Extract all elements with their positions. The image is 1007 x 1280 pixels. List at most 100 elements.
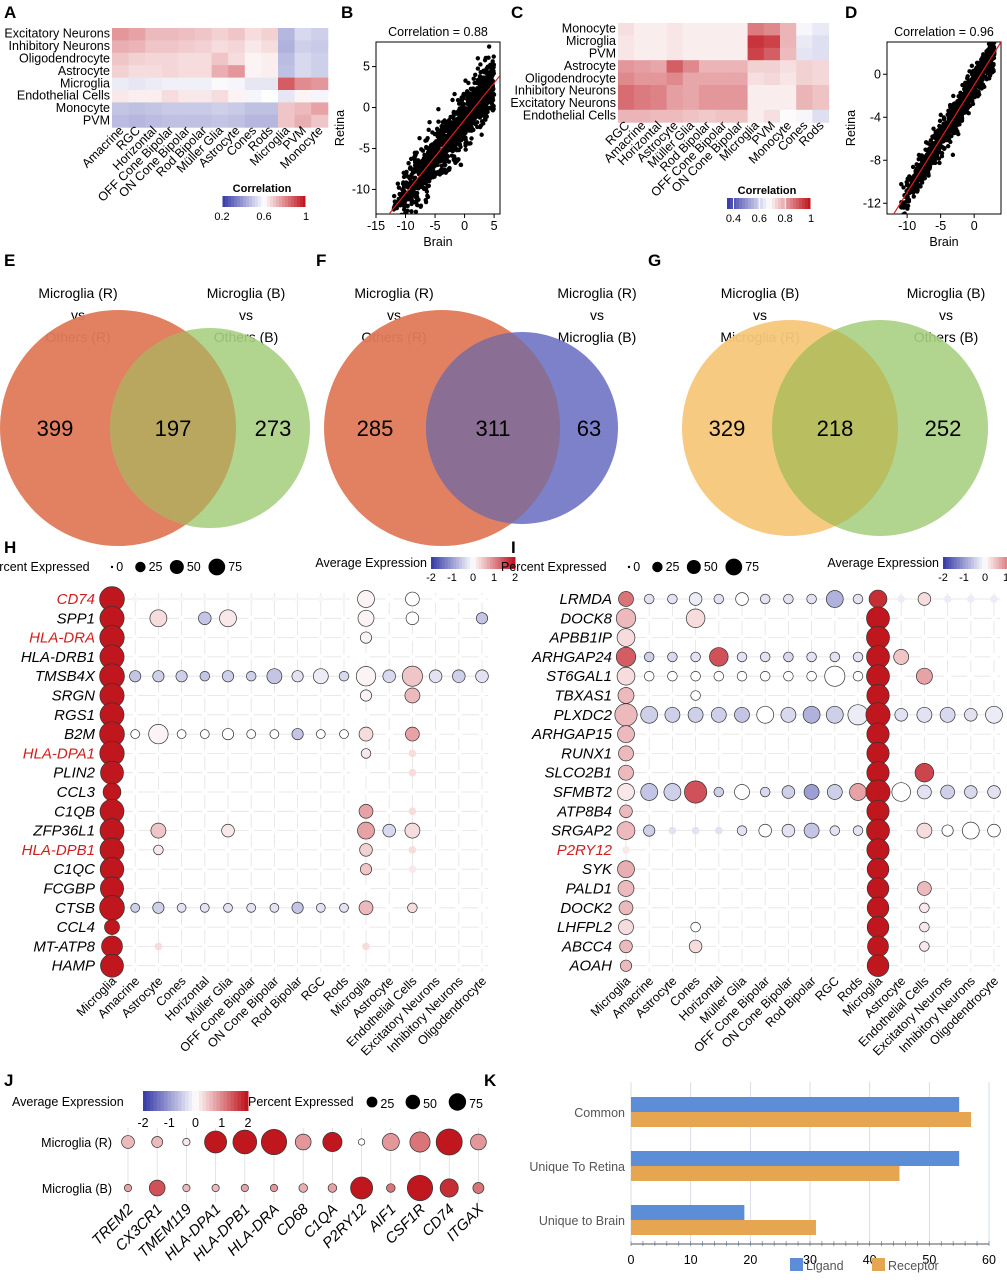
scatter-point [981, 52, 986, 57]
x-tick-label: 20 [743, 1253, 757, 1267]
left-dot [341, 962, 347, 969]
left-dot [178, 962, 185, 969]
legend-swatch [802, 198, 806, 209]
heatmap-cell [294, 114, 312, 128]
left-dot [616, 666, 636, 686]
heatmap-cell [211, 28, 229, 41]
color-legend-swatch [478, 557, 482, 569]
j-dot [269, 1183, 279, 1193]
color-legend-label: -2 [137, 1116, 148, 1130]
right-dot [898, 731, 905, 737]
left-dot [739, 808, 745, 815]
scatter-point [463, 141, 468, 146]
left-dot [736, 671, 748, 682]
right-dot [362, 653, 370, 661]
right-dot [991, 924, 997, 930]
heatmap-cell [278, 40, 296, 54]
j-dot [148, 1179, 166, 1197]
scatter-point [437, 137, 443, 143]
right-dot [919, 902, 930, 913]
left-dot [713, 786, 724, 798]
scatter-point [478, 62, 483, 67]
right-dot [898, 615, 905, 622]
left-dot [618, 900, 634, 916]
scatter-point [437, 154, 442, 159]
scatter-point [469, 128, 474, 133]
scatter-point [400, 187, 405, 192]
heatmap-cell [634, 60, 651, 74]
row-label: Inhibitory Neurons [515, 84, 616, 98]
left-dot [315, 729, 326, 739]
color-legend-swatch [442, 557, 446, 569]
right-dot [479, 654, 485, 660]
left-dot [341, 885, 347, 892]
left-dot [619, 804, 633, 818]
size-legend-title: Percent Expressed [0, 560, 90, 574]
right-dot [866, 838, 890, 862]
x-axis-label: Brain [929, 235, 958, 249]
left-dot [178, 654, 185, 660]
left-dot [667, 671, 678, 682]
left-dot [760, 786, 771, 798]
left-dot [709, 647, 729, 667]
right-dot [431, 730, 440, 738]
right-dot [991, 634, 997, 641]
heatmap-cell [682, 85, 700, 98]
left-dot [692, 866, 699, 873]
scatter-point [454, 137, 459, 142]
right-dot [921, 750, 928, 757]
left-dot [803, 822, 820, 839]
scatter-point [491, 86, 496, 91]
scatter-point [485, 73, 491, 79]
right-dot [944, 615, 951, 622]
scatter-point [442, 145, 448, 150]
scatter-point [475, 86, 480, 91]
scatter-point [444, 119, 449, 125]
left-dot [102, 782, 122, 802]
scatter-point [431, 174, 436, 179]
scatter-point [977, 83, 983, 89]
scatter-point [969, 94, 975, 100]
left-dot [294, 789, 301, 795]
left-dot [225, 634, 231, 641]
scatter-point [470, 115, 475, 120]
left-dot [760, 651, 771, 663]
right-dot [455, 866, 462, 873]
left-dot [762, 847, 769, 853]
heatmap-cell [650, 85, 668, 98]
left-dot [201, 654, 208, 660]
scatter-point [423, 176, 429, 181]
left-dot [341, 847, 347, 853]
heatmap-cell [261, 90, 279, 103]
heatmap-cell [634, 72, 651, 86]
right-dot [432, 808, 439, 815]
left-dot [100, 760, 124, 785]
color-legend-swatch [481, 557, 485, 569]
right-dot [455, 692, 462, 699]
left-dot [785, 731, 792, 737]
right-dot [898, 866, 905, 873]
left-dot [852, 671, 864, 682]
heatmap-cell [780, 97, 797, 111]
left-dot [736, 651, 748, 663]
right-dot [432, 769, 439, 776]
right-dot [967, 769, 974, 776]
right-dot [991, 692, 997, 699]
left-dot [646, 769, 653, 776]
right-dot [944, 692, 951, 699]
left-dot [713, 671, 724, 682]
color-legend-label: 0 [192, 1116, 199, 1130]
legend-tick-label: 1 [303, 211, 309, 223]
heatmap-cell [634, 97, 651, 111]
right-dot [359, 689, 373, 702]
scatter-point [904, 179, 909, 185]
size-legend-label: 0 [633, 560, 640, 574]
left-dot [248, 789, 255, 795]
scatter-point [409, 201, 414, 207]
right-dot [919, 921, 930, 933]
left-dot [225, 750, 231, 757]
scatter-point [972, 70, 978, 76]
scatter-point [983, 74, 988, 79]
heatmap-cell [261, 40, 279, 54]
heatmap-cell [780, 60, 797, 74]
